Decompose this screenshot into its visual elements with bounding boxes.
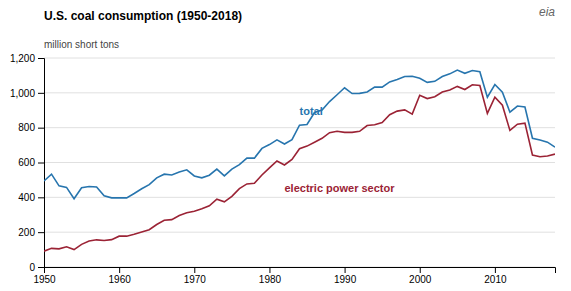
tick-label: 1950 [33,274,56,285]
tick-mark [38,232,44,233]
tick-mark [119,267,120,273]
tick: 1990 [334,267,357,285]
tick-label: 1980 [259,274,282,285]
tick: 1960 [109,267,132,285]
grid-line [44,127,555,128]
tick-label: 0 [29,262,35,273]
tick-label: 400 [18,192,35,203]
tick-label: 1,000 [10,88,35,99]
line [44,70,555,199]
tick-label: 1970 [184,274,207,285]
annotation: eia [539,5,555,19]
tick-mark [38,267,44,268]
tick-mark [38,128,44,129]
tick-label: 2010 [484,274,507,285]
tick-label: 1990 [334,274,357,285]
y-axis-title: million short tons [44,39,119,50]
tick-label: 600 [18,157,35,168]
tick: 1950 [33,267,56,285]
tick-mark [38,163,44,164]
tick: 2010 [484,267,507,285]
tick-mark [345,267,346,273]
grid [44,58,555,267]
tick-label: 1960 [109,274,132,285]
line [44,85,555,251]
axis-line [45,268,556,274]
tick: 2000 [409,267,432,285]
tick-mark [269,267,270,273]
title: U.S. coal consumption (1950-2018) [44,9,242,23]
tick-mark [194,267,195,273]
tick: 200 [18,227,44,238]
chart: 02004006008001,0001,20019501960197019801… [0,0,571,291]
tick-mark [44,267,45,273]
tick: 1970 [184,267,207,285]
annotation: electric power sector [284,182,395,194]
y-axis: 0 200 400 600 800 1,000 1,200 [10,53,45,273]
grid-line [44,92,555,93]
tick: 400 [18,192,44,203]
grid-line [44,162,555,163]
tick-mark [495,267,496,273]
tick: 0 [29,262,44,273]
tick-label: 1,200 [10,53,35,64]
tick: 600 [18,157,44,168]
axis-line [38,59,45,268]
tick-label: 200 [18,227,35,238]
tick: 1980 [259,267,282,285]
plot: 02004006008001,0001,20019501960197019801… [10,53,556,285]
tick-mark [38,197,44,198]
x-axis: 1950 1960 1970 1980 1990 2000 2010 [33,267,555,285]
annotation: total [300,105,323,117]
tick-mark [38,93,44,94]
tick-label: 800 [18,122,35,133]
tick: 1,000 [10,88,44,99]
lines [44,70,555,251]
grid-line [44,58,555,59]
tick: 800 [18,122,44,133]
tick-mark [420,267,421,273]
grid-line [44,232,555,233]
tick: 1,200 [10,53,44,64]
tick-label: 2000 [409,274,432,285]
tick-mark [38,58,44,59]
